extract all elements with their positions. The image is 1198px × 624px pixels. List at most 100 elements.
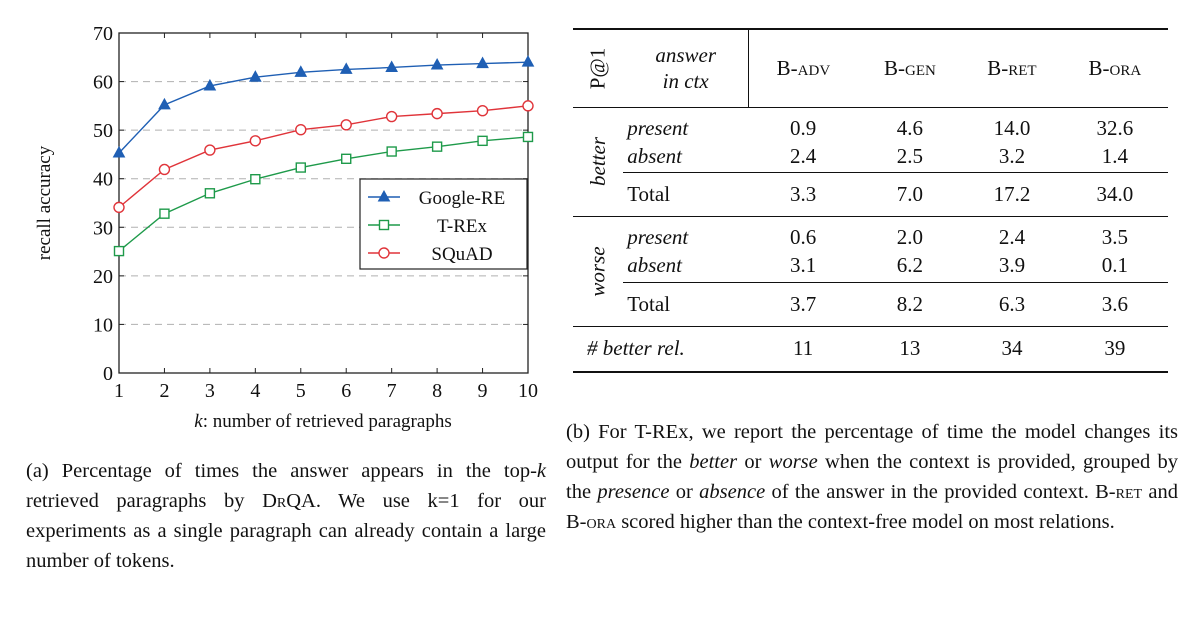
x-tick-label: 10	[518, 380, 538, 402]
table-cell: 13	[899, 336, 921, 361]
triangle-marker	[377, 189, 391, 202]
x-tick-label: 5	[296, 380, 306, 402]
triangle-marker	[476, 56, 489, 69]
x-tick-label: 4	[250, 380, 260, 402]
table-cell: 39	[1104, 336, 1126, 361]
table-cell: 3.5	[1101, 225, 1128, 249]
table-cell: 3.2	[998, 143, 1026, 168]
table-cell: 34	[1001, 336, 1023, 361]
table-cell: 0.6	[790, 225, 817, 249]
x-axis-label: k: number of retrieved paragraphs	[194, 411, 451, 432]
table-cell: 3.3	[748, 172, 858, 217]
triangle-marker	[430, 58, 444, 70]
circle-marker	[113, 201, 125, 214]
circle-marker	[431, 107, 443, 120]
table-cell: 2.5	[896, 143, 924, 168]
circle-marker	[249, 135, 262, 147]
figure-b-table: P@1 answer in ctx B-adv B-gen B-ret B-ora…	[573, 28, 1168, 373]
table-cell: 17.2	[962, 172, 1062, 217]
row-label: absent	[627, 253, 683, 278]
table-cell: 3.7	[748, 281, 858, 326]
table-cell: 3.1	[790, 253, 817, 278]
circle-marker	[158, 163, 171, 176]
table-cell: 0.1	[1101, 253, 1128, 278]
figure-a-caption: (a) Percentage of times the answer appea…	[26, 460, 546, 572]
y-axis-label: recall accuracy	[34, 145, 55, 260]
results-table: P@1 answer in ctx B-adv B-gen B-ret B-ora…	[573, 28, 1168, 373]
x-tick-label: 8	[432, 380, 442, 402]
y-tick-label: 60	[93, 72, 113, 94]
row-label: Total	[623, 281, 749, 326]
y-tick-label: 0	[103, 363, 113, 385]
table-cell: 2.0	[896, 225, 924, 249]
table-cell: 2.4	[998, 225, 1026, 249]
circle-marker	[295, 123, 307, 136]
chart-series	[112, 55, 535, 257]
legend-label: T-REx	[437, 216, 487, 237]
table-cell: 34.0	[1061, 172, 1168, 217]
circle-marker	[340, 119, 352, 131]
table-cell: 4.6	[896, 115, 924, 140]
circle-marker	[522, 100, 534, 112]
column-header: B-gen	[883, 55, 936, 80]
triangle-marker	[203, 78, 217, 91]
square-marker	[522, 131, 534, 143]
y-tick-label: 40	[93, 169, 113, 191]
square-marker	[386, 146, 397, 157]
row-label: Total	[623, 172, 749, 217]
column-header: B-ret	[987, 55, 1037, 80]
figure-b-caption: (b) For T-REx, we report the percentage …	[566, 421, 1178, 533]
series-t-rex	[113, 131, 534, 257]
group-label-worse: worse	[585, 246, 610, 297]
chart-axes: 0 10 20 30 40 50 60 70 1 2 3 4 5 6 7 8 9 10	[93, 23, 538, 402]
triangle-marker	[521, 55, 535, 67]
table-total-row: Total 3.3 7.0 17.2 34.0	[573, 172, 1168, 217]
table-cell: 7.0	[857, 172, 963, 217]
table-cell: 0.9	[790, 115, 817, 140]
row-label: absent	[627, 143, 683, 168]
table-footer-row: # better rel. 11 13 34 39	[573, 326, 1168, 372]
legend-label: SQuAD	[431, 244, 492, 265]
circle-marker	[204, 144, 216, 156]
y-tick-label: 10	[93, 314, 113, 336]
x-tick-label: 9	[478, 380, 488, 402]
circle-marker	[476, 105, 489, 117]
y-tick-label: 30	[93, 217, 113, 239]
y-tick-label: 50	[93, 120, 113, 142]
y-tick-label: 20	[93, 266, 113, 288]
square-marker	[431, 141, 443, 152]
column-header: B-adv	[776, 55, 831, 80]
legend-label: Google-RE	[419, 188, 506, 209]
y-tick-label: 70	[93, 23, 113, 45]
table-header-row: P@1 answer in ctx B-adv B-gen B-ret B-ora	[573, 29, 1168, 107]
table-total-row: Total 3.7 8.2 6.3 3.6	[573, 281, 1168, 326]
corner-label-cell: P@1	[585, 47, 610, 90]
square-marker	[159, 208, 170, 219]
series-google-re	[112, 55, 535, 158]
row-label: present	[627, 225, 689, 249]
triangle-marker	[339, 62, 353, 74]
table-cell: 14.0	[993, 115, 1031, 140]
table-row: better present 0.9 4.6 14.0 32.6	[573, 107, 1168, 186]
recall-line-chart: 0 10 20 30 40 50 60 70 1 2 3 4 5 6 7 8 9 10 Google-RE T-RE…	[34, 23, 538, 432]
x-tick-label: 3	[205, 380, 215, 402]
table-cell: 3.9	[998, 253, 1026, 278]
column-header: B-ora	[1088, 55, 1142, 80]
square-marker	[341, 153, 352, 165]
chart-legend: Google-RE T-REx SQuAD	[359, 178, 528, 270]
table-cell: 11	[793, 336, 814, 361]
circle-marker	[378, 247, 390, 259]
square-marker	[295, 162, 306, 173]
x-tick-label: 2	[159, 380, 169, 402]
square-marker	[378, 219, 390, 231]
triangle-marker	[112, 145, 126, 158]
table-cell: 1.4	[1101, 143, 1128, 168]
triangle-marker	[248, 70, 262, 82]
answer-in-ctx-header: answer in ctx	[623, 29, 750, 107]
table-row: worse present 0.6 2.0 2.4 3.5	[573, 216, 1168, 296]
group-label-better: better	[585, 137, 610, 187]
table-cell: 3.6	[1061, 281, 1168, 326]
table-cell: 6.2	[896, 253, 924, 278]
better-rel-label: # better rel.	[587, 336, 685, 361]
circle-marker	[385, 110, 398, 123]
